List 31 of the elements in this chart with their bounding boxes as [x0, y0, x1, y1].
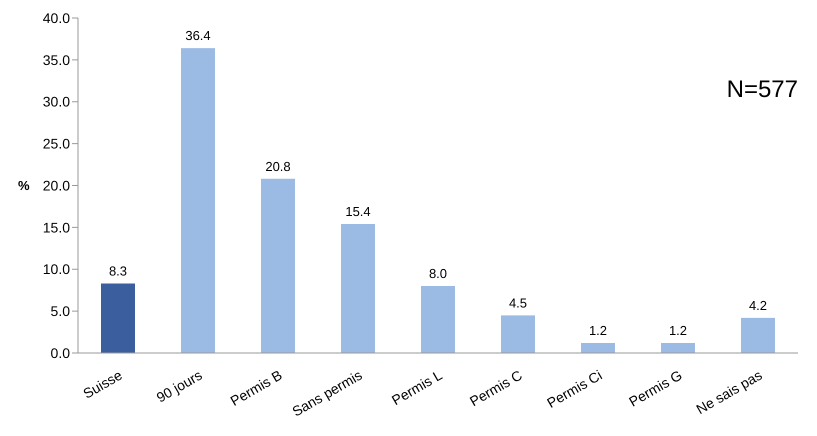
bar	[661, 342, 695, 353]
y-tick-label: 15.0	[42, 219, 70, 236]
bar	[501, 315, 535, 353]
y-tick-label: 20.0	[42, 177, 70, 194]
bar	[181, 48, 215, 353]
bar	[421, 286, 455, 353]
bar	[261, 178, 295, 353]
y-tick-label: 40.0	[42, 10, 70, 26]
data-label: 4.5	[508, 295, 528, 310]
y-tick-label: 25.0	[42, 136, 70, 152]
bar	[581, 342, 615, 353]
y-tick-label: 0.0	[50, 344, 70, 361]
data-label: 1.2	[588, 322, 608, 338]
data-label: 15.4	[345, 204, 371, 220]
y-axis-title: %	[18, 178, 30, 194]
x-tick-label: Ne sais pas	[693, 366, 765, 418]
data-label: 36.4	[185, 28, 211, 44]
data-label: 4.2	[748, 298, 768, 313]
data-label: 1.2	[668, 322, 688, 338]
bar	[101, 283, 135, 353]
y-tick-label: 10.0	[42, 261, 70, 278]
data-label: 20.8	[265, 158, 291, 174]
bar	[741, 318, 775, 353]
x-tick-label: 90 jours	[154, 366, 205, 406]
data-label: 8.0	[428, 266, 448, 281]
data-label: 8.3	[108, 263, 128, 278]
y-tick-label: 30.0	[42, 94, 70, 110]
annotation: N=577	[726, 76, 798, 104]
y-tick-label: 35.0	[42, 52, 70, 68]
y-tick-label: 5.0	[50, 303, 70, 320]
bar	[341, 224, 375, 353]
